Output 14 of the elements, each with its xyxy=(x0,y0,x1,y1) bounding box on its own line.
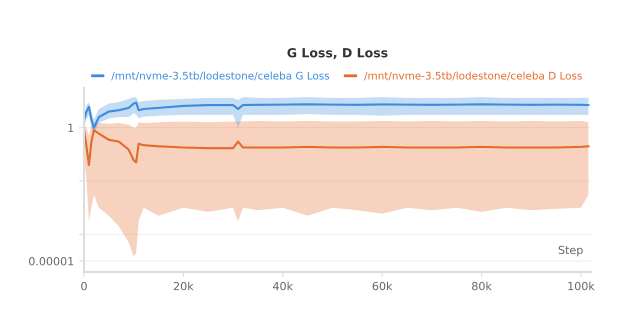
x-tick-label: 20k xyxy=(174,282,194,290)
x-tick-label: 100k xyxy=(568,282,595,290)
line-series xyxy=(84,102,590,129)
y-tick-label: 1 xyxy=(68,124,74,132)
legend-label: /mnt/nvme-3.5tb/lodestone/celeba D Loss xyxy=(364,72,582,80)
x-axis-title: Step xyxy=(558,246,583,256)
legend-label: /mnt/nvme-3.5tb/lodestone/celeba G Loss xyxy=(111,72,330,80)
x-tick-label: 40k xyxy=(273,282,294,290)
x-tick-label: 60k xyxy=(372,282,392,290)
y-tick-label: 0.00001 xyxy=(29,257,74,266)
x-tick-label: 0 xyxy=(81,282,87,290)
line-series xyxy=(84,128,590,166)
x-tick-label: 80k xyxy=(472,282,492,290)
chart-title: G Loss, D Loss xyxy=(287,48,388,60)
